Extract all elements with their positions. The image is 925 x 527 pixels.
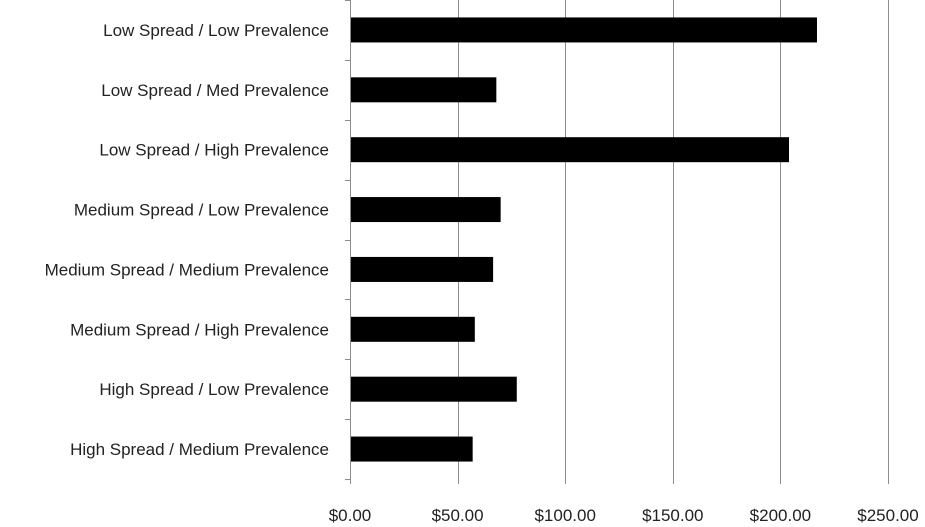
category-label-5: Medium Spread / High Prevalence	[70, 320, 329, 339]
x-tick-labels: $0.00 $50.00 $100.00 $150.00 $200.00 $250.00	[329, 506, 919, 525]
category-label-6: High Spread / Low Prevalence	[99, 380, 329, 399]
category-label-3: Medium Spread / Low Prevalence	[74, 201, 329, 220]
x-tick-label-4: $200.00	[750, 506, 811, 525]
x-tick-label-1: $50.00	[432, 506, 484, 525]
category-label-0: Low Spread / Low Prevalence	[103, 21, 329, 40]
category-label-7: High Spread / Medium Prevalence	[70, 440, 329, 459]
x-tick-label-5: $250.00	[857, 506, 918, 525]
bar-1	[351, 77, 497, 103]
category-label-2: Low Spread / High Prevalence	[99, 141, 329, 160]
bar-3	[351, 197, 501, 223]
bars	[351, 17, 817, 462]
bar-6	[351, 376, 517, 402]
category-label-1: Low Spread / Med Prevalence	[101, 81, 329, 100]
bar-4	[351, 256, 494, 282]
x-tick-label-0: $0.00	[329, 506, 372, 525]
bar-7	[351, 436, 473, 462]
category-label-4: Medium Spread / Medium Prevalence	[45, 260, 329, 279]
axes	[345, 0, 889, 484]
bar-5	[351, 316, 475, 342]
x-tick-label-3: $150.00	[642, 506, 703, 525]
gridlines	[458, 0, 889, 479]
category-labels: Low Spread / Low Prevalence Low Spread / …	[45, 21, 329, 459]
bar-0	[351, 17, 817, 43]
bar-2	[351, 137, 790, 163]
x-tick-label-2: $100.00	[534, 506, 595, 525]
